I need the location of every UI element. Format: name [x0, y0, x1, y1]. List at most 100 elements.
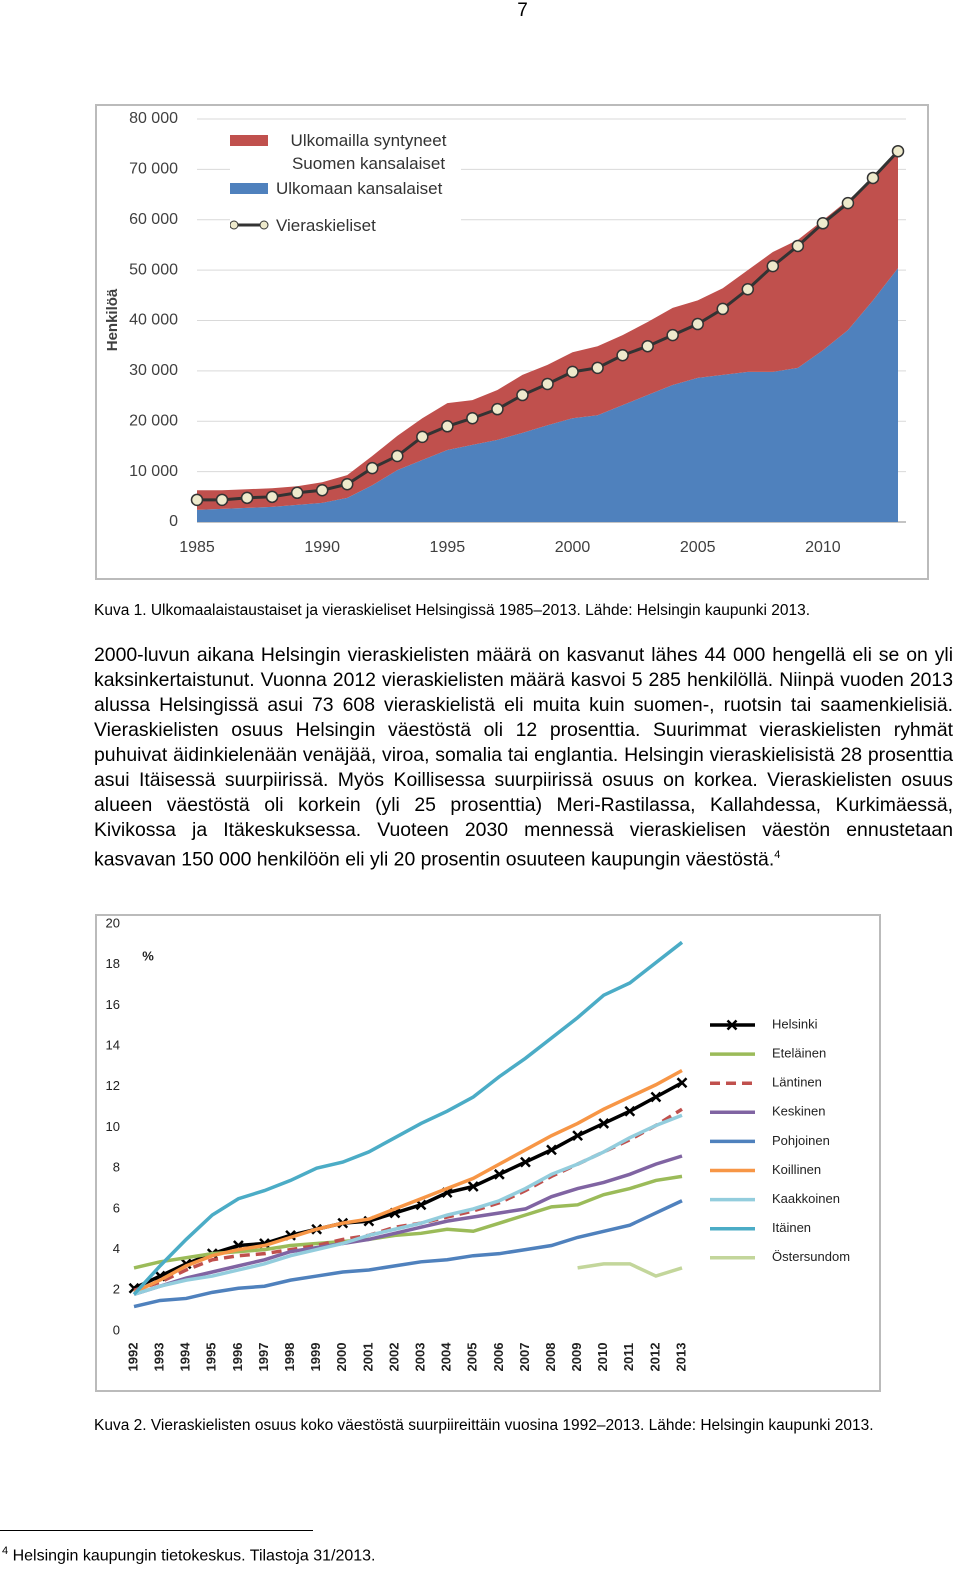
point [491, 402, 504, 416]
chart: 0 2 4 6 8 10 12 14 16 18 20 1992 1993 1994 1995 1996 199… [95, 914, 881, 1392]
legend-label: Vieraskieliset [276, 216, 376, 235]
line [132, 940, 684, 1296]
legend-marker [726, 1019, 738, 1031]
x-tick-label: 1995 [204, 1343, 219, 1372]
point [616, 349, 629, 362]
point [467, 1181, 479, 1192]
point [493, 1168, 505, 1180]
footnote: 4 Helsingin kaupungin tietokeskus. Tilas… [2, 1545, 375, 1565]
legend-swatch [230, 220, 269, 230]
point [816, 217, 830, 230]
legend-swatch [230, 135, 268, 146]
y-axis-label: Henkilöä [104, 288, 121, 351]
y-tick-label: 30 000 [129, 362, 178, 379]
x-tick-label: 2008 [543, 1343, 558, 1372]
x-tick-label: 1985 [179, 539, 215, 556]
point [190, 493, 204, 507]
point [650, 1091, 662, 1103]
legend-label: Eteläinen [772, 1046, 826, 1061]
y-tick-label: 14 [106, 1038, 120, 1053]
x-tick-label: 2013 [673, 1343, 688, 1372]
legend-label: Itäinen [772, 1220, 811, 1235]
point [520, 1156, 531, 1168]
point [240, 491, 254, 505]
y-tick-label: 16 [106, 997, 120, 1012]
point [315, 484, 329, 497]
point [591, 361, 604, 375]
point [415, 1199, 427, 1211]
x-tick-label: 2005 [680, 539, 716, 556]
x-tick-label: 2004 [439, 1342, 454, 1372]
y-tick-label: 20 000 [129, 412, 178, 429]
footnote-ref: 4 [774, 849, 781, 861]
chart-border [95, 914, 881, 1392]
x-tick-label: 1997 [256, 1343, 271, 1372]
y-tick-label: 0 [113, 1322, 120, 1337]
area [197, 148, 898, 510]
point [841, 196, 855, 210]
y-tick-label: 18 [106, 956, 120, 971]
point [866, 171, 880, 185]
legend-item: Ulkomailla syntyneet Suomen kansalaiset [230, 129, 461, 175]
x-tick-label: 2001 [360, 1343, 375, 1372]
chart: 0 10 000 20 000 30 000 40 000 50 000 60 000 70 … [95, 104, 929, 580]
y-tick-label: 40 000 [129, 312, 178, 329]
point [891, 144, 905, 158]
y-tick-label: 0 [169, 513, 178, 530]
y-tick-label: 20 [106, 915, 120, 930]
paragraph: 2000-luvun aikana Helsingin vieraskielis… [94, 643, 953, 872]
x-tick-label: 2003 [412, 1343, 427, 1372]
legend-swatch [230, 183, 268, 194]
y-axis-label: % [142, 948, 154, 963]
legend-label: Östersundom [772, 1249, 850, 1264]
line [133, 1199, 683, 1309]
paragraph-text: 2000-luvun aikana Helsingin vieraskielis… [94, 644, 953, 871]
x-tick-label: 1999 [308, 1343, 323, 1372]
point [215, 493, 229, 507]
point [691, 317, 704, 331]
footnote-rule [0, 1530, 313, 1531]
x-tick-label: 2010 [595, 1343, 610, 1372]
point [265, 490, 279, 504]
point [290, 486, 304, 500]
x-tick-label: 2000 [334, 1343, 349, 1372]
x-tick-label: 1993 [152, 1343, 167, 1372]
page-number: 7 [517, 0, 528, 21]
point [466, 411, 479, 425]
y-tick-label: 12 [106, 1078, 120, 1093]
line [133, 1113, 683, 1297]
x-tick-label: 1992 [125, 1343, 140, 1372]
y-tick-label: 4 [113, 1241, 120, 1256]
point [416, 430, 429, 444]
point [441, 420, 454, 433]
area [197, 268, 898, 522]
y-tick-label: 6 [113, 1200, 120, 1215]
footnote-text: Helsingin kaupungin tietokeskus. Tilasto… [12, 1547, 376, 1565]
legend-label: Ulkomaan kansalaiset [276, 179, 443, 198]
point [676, 1077, 688, 1089]
y-tick-label: 80 000 [129, 110, 178, 127]
legend-label: Helsinki [772, 1016, 818, 1031]
y-tick-label: 10 000 [129, 463, 178, 480]
line [133, 1154, 683, 1297]
footnote-marker: 4 [2, 1545, 9, 1557]
point [516, 388, 529, 402]
point [641, 339, 654, 353]
x-tick-label: 1990 [304, 539, 340, 556]
line [133, 1107, 683, 1292]
x-tick-label: 2011 [621, 1343, 636, 1371]
point [391, 449, 404, 463]
x-tick-label: 1996 [230, 1343, 245, 1372]
legend: Ulkomailla syntyneet Suomen kansalaiset U… [230, 129, 461, 251]
y-tick-label: 2 [113, 1282, 120, 1297]
point [766, 259, 780, 273]
x-tick-label: 2010 [805, 539, 841, 556]
x-tick-label: 2007 [517, 1343, 532, 1372]
y-tick-label: 70 000 [129, 161, 178, 178]
line [133, 1081, 683, 1290]
legend-marker [259, 220, 269, 230]
point [546, 1144, 557, 1156]
legend-label: Kaakkoinen [772, 1191, 840, 1206]
point [366, 461, 379, 475]
